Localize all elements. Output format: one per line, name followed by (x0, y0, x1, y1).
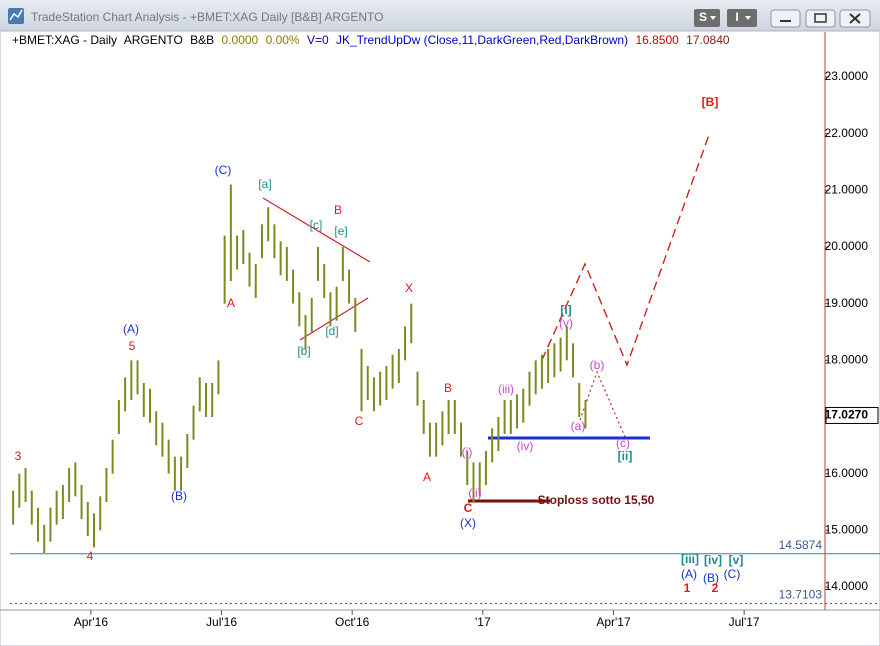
wave-label: [d] (325, 324, 338, 338)
info-symbol: +BMET:XAG - Daily (12, 33, 117, 47)
wave-label: B (334, 203, 342, 217)
wave-label: (C) (215, 163, 232, 177)
info-volume: V=0 (307, 33, 329, 47)
wave-label: [ii] (618, 449, 633, 463)
window-title: TradeStation Chart Analysis - +BMET:XAG … (31, 10, 383, 24)
triangle-upper (262, 197, 371, 263)
wave-label: (iii) (498, 382, 514, 396)
info-name: ARGENTO (124, 33, 183, 47)
y-tick-label: 19.0000 (825, 296, 869, 310)
wave-label: (X) (460, 516, 476, 530)
wave-label: 1 (684, 581, 691, 595)
wave-label: B (444, 381, 452, 395)
wave-label: (iv) (517, 439, 534, 453)
x-tick-label: '17 (475, 615, 491, 629)
restore-glyph (814, 13, 827, 23)
wave-label: (B) (171, 489, 187, 503)
wave-label: C (355, 414, 364, 428)
wave-label: (ii) (468, 486, 481, 500)
chart-frame (0, 30, 880, 646)
wave-label: [iii] (681, 552, 699, 566)
app-icon-glyph (9, 9, 23, 21)
info-change-pct: 0.00% (266, 33, 300, 47)
wave-label: [v] (729, 553, 744, 567)
wave-label: Stoploss sotto 15,50 (538, 493, 655, 507)
triangle-lower (299, 297, 369, 341)
last-price-box (825, 406, 879, 424)
wave-label: (A) (681, 567, 697, 581)
wave-label: (B) (703, 571, 719, 585)
info-value-2: 17.0840 (686, 33, 730, 47)
wave-label: [e] (334, 224, 347, 238)
s-button[interactable] (694, 9, 720, 27)
wave-label: A (227, 296, 235, 310)
wave-label: 5 (129, 339, 136, 353)
wave-label: X (405, 281, 413, 295)
info-indicator: JK_TrendUpDw (Close,11,DarkGreen,Red,Dar… (336, 33, 628, 47)
y-tick-label: 21.0000 (825, 182, 869, 196)
y-tick-label: 18.0000 (825, 352, 869, 366)
reference-label: 14.5874 (779, 538, 823, 552)
wave-label: (v) (559, 316, 573, 330)
projection-path (541, 131, 711, 367)
close-glyph (849, 13, 861, 24)
wave-label: [iv] (704, 553, 722, 567)
wave-label: (a) (571, 419, 586, 433)
x-tick-label: Jul'16 (206, 615, 237, 629)
i-button-arrow (745, 16, 751, 20)
y-tick-label: 20.0000 (825, 239, 869, 253)
y-tick-label: 23.0000 (825, 69, 869, 83)
wave-label: (A) (123, 322, 139, 336)
wave-label: C (464, 501, 473, 515)
wave-label: (b) (590, 358, 605, 372)
x-tick-label: Apr'17 (596, 615, 631, 629)
wave-label: (C) (724, 567, 741, 581)
x-tick-label: Apr'16 (74, 615, 109, 629)
info-change: 0.0000 (222, 33, 259, 47)
wave-label: [a] (258, 177, 271, 191)
s-button-arrow (710, 16, 716, 20)
s-button-label: S (699, 10, 707, 24)
wave-label: 3 (15, 449, 22, 463)
last-price-label: 17.0270 (825, 408, 869, 422)
wave-label: [B] (702, 95, 719, 109)
wave-label: 2 (712, 581, 719, 595)
wave-label: (c) (616, 436, 630, 450)
wave-label: A (423, 470, 431, 484)
wave-label: 4 (87, 549, 94, 563)
minimize-button[interactable] (770, 9, 801, 28)
x-tick-label: Jul'17 (729, 615, 760, 629)
y-tick-label: 16.0000 (825, 466, 869, 480)
info-value-1: 16.8500 (635, 33, 679, 47)
wave-label: (i) (462, 445, 473, 459)
info-tag: B&B (190, 33, 214, 47)
reference-label: 13.7103 (779, 588, 823, 602)
i-button-label: I (735, 10, 738, 24)
y-tick-label: 14.0000 (825, 579, 869, 593)
i-button[interactable] (727, 9, 757, 27)
wave-label: [i] (560, 303, 571, 317)
wave-label: [b] (297, 344, 310, 358)
restore-button[interactable] (805, 9, 836, 28)
x-tick-label: Oct'16 (335, 615, 370, 629)
info-line: +BMET:XAG - Daily ARGENTO B&B 0.0000 0.0… (12, 33, 730, 47)
wave-label: [c] (310, 218, 323, 232)
projection-dotted (579, 370, 626, 438)
y-tick-label: 22.0000 (825, 126, 869, 140)
y-tick-label: 15.0000 (825, 523, 869, 537)
